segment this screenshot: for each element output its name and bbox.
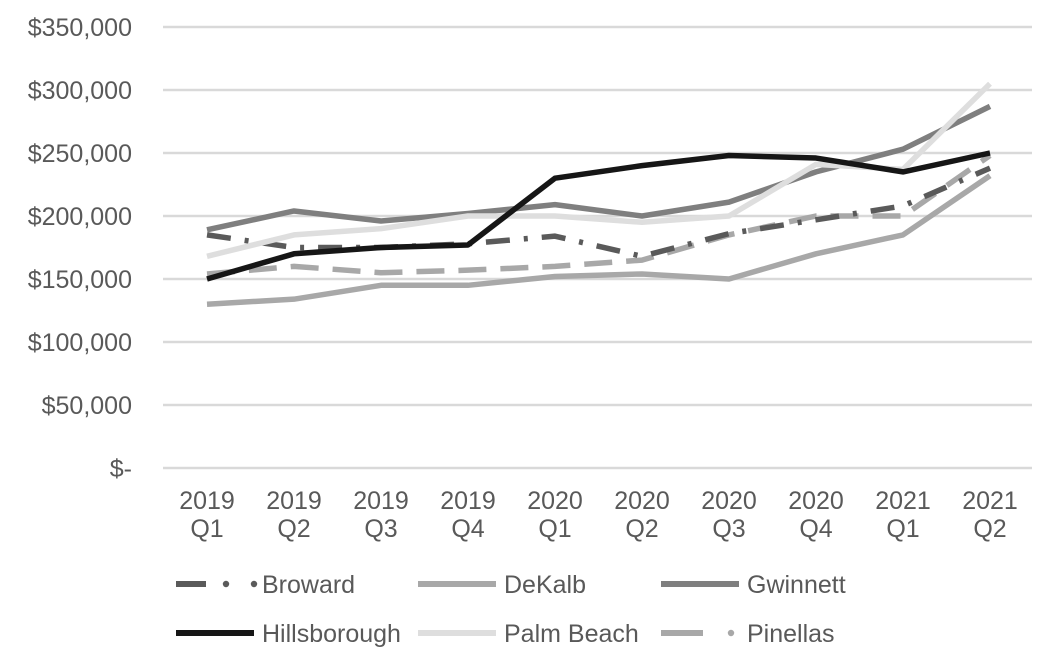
legend-label: DeKalb: [504, 571, 586, 599]
y-tick-label: $100,000: [28, 329, 132, 357]
series-line-dekalb: [206, 173, 992, 307]
x-tick-year: 2019: [353, 487, 409, 515]
series-line-pinellas: [206, 153, 992, 277]
y-axis-tick-labels: $- $50,000 $100,000 $150,000 $200,000 $250,00…: [28, 14, 132, 483]
legend-swatch-dot: [250, 580, 258, 588]
x-tick-quarter: Q4: [451, 515, 484, 543]
legend-label: Palm Beach: [504, 620, 639, 648]
y-tick-label: $200,000: [28, 203, 132, 231]
legend-item-palm-beach: Palm Beach: [418, 620, 639, 648]
x-tick-quarter: Q1: [538, 515, 571, 543]
x-tick-year: 2020: [788, 487, 844, 515]
x-tick-quarter: Q2: [973, 515, 1006, 543]
series-line-gwinnett: [206, 103, 992, 233]
legend: Broward DeKalb Gwinnett Hillsborough Palm Be…: [176, 571, 846, 648]
legend-item-dekalb: DeKalb: [418, 571, 586, 599]
legend-item-hillsborough: Hillsborough: [176, 620, 401, 648]
x-tick-quarter: Q4: [799, 515, 832, 543]
legend-item-gwinnett: Gwinnett: [661, 571, 846, 599]
legend-swatch-dot: [727, 629, 735, 637]
x-tick-year: 2019: [179, 487, 235, 515]
legend-label: Hillsborough: [262, 620, 401, 648]
y-tick-label: $-: [110, 455, 132, 483]
x-tick-quarter: Q2: [625, 515, 658, 543]
y-tick-label: $150,000: [28, 266, 132, 294]
series-lines: [206, 81, 992, 307]
y-tick-label: $350,000: [28, 14, 132, 42]
series-line-hillsborough: [206, 150, 991, 282]
x-tick-quarter: Q2: [277, 515, 310, 543]
legend-label: Gwinnett: [747, 571, 846, 599]
x-tick-quarter: Q1: [886, 515, 919, 543]
y-tick-label: $50,000: [42, 392, 132, 420]
x-tick-year: 2021: [875, 487, 931, 515]
legend-item-broward: Broward: [176, 571, 355, 599]
legend-label: Broward: [262, 571, 355, 599]
series-line-broward: [206, 165, 992, 260]
x-tick-year: 2020: [527, 487, 583, 515]
legend-item-pinellas: Pinellas: [661, 620, 835, 648]
legend-label: Pinellas: [747, 620, 835, 648]
y-tick-label: $300,000: [28, 77, 132, 105]
x-tick-quarter: Q3: [364, 515, 397, 543]
x-axis-tick-labels: 2019Q12019Q22019Q32019Q42020Q12020Q22020…: [179, 487, 1018, 543]
x-tick-year: 2020: [701, 487, 757, 515]
y-tick-label: $250,000: [28, 140, 132, 168]
x-tick-year: 2021: [962, 487, 1018, 515]
x-tick-year: 2020: [614, 487, 670, 515]
gridlines: [163, 25, 1032, 470]
x-tick-year: 2019: [266, 487, 322, 515]
legend-swatch-dot: [222, 580, 230, 588]
x-tick-quarter: Q3: [712, 515, 745, 543]
x-tick-quarter: Q1: [190, 515, 223, 543]
x-tick-year: 2019: [440, 487, 496, 515]
